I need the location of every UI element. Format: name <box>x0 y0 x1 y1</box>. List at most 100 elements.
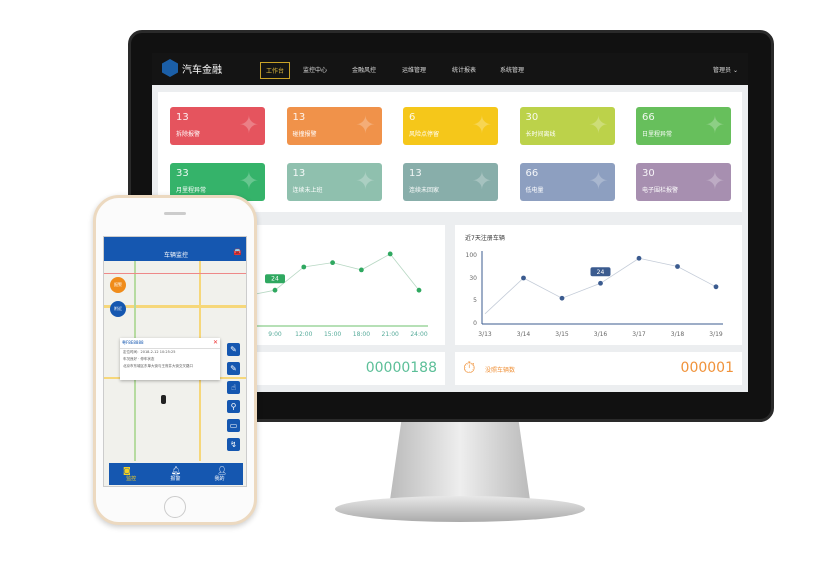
card-value: 66 <box>642 112 655 123</box>
hourly-line-chart: 9:00 12:00 15:00 18:00 21:00 24:00 24 <box>167 251 428 338</box>
x-tick-label: 3/17 <box>632 331 646 338</box>
tool-button[interactable]: ↯ <box>227 438 240 451</box>
alert-card[interactable]: 13 碰撞报警 ✦ <box>286 107 382 145</box>
monitor-base <box>335 496 585 522</box>
user-menu[interactable]: 管理员 ⌄ <box>713 67 738 74</box>
nav-risk[interactable]: 金融风控 <box>352 67 377 74</box>
x-tick-label: 3/13 <box>478 331 492 338</box>
card-value: 13 <box>292 168 306 179</box>
close-icon[interactable]: ✕ <box>212 339 218 346</box>
data-point <box>359 267 364 273</box>
tooltip-label: 24 <box>271 276 279 283</box>
x-tick-label: 3/18 <box>671 331 685 338</box>
vehicle-popup: 粤F8E8888 ✕ 定位时间：2018-2-12 10:25:25 车况良好 … <box>120 338 220 380</box>
data-point <box>598 280 603 286</box>
card-value: 13 <box>292 112 306 123</box>
tool-button[interactable]: ✎ <box>227 343 240 356</box>
card-label: 碰撞报警 <box>292 131 317 138</box>
car-icon[interactable]: 🚘 <box>233 248 242 256</box>
x-tick-label: 3/16 <box>594 331 608 338</box>
popup-line: 车况良好 · 停车状态 <box>123 357 155 361</box>
registered-line-chart: 0 5 30 100 3/13 3/14 3/15 3/16 3/17 3/18 3/19 24 <box>466 251 723 338</box>
data-point <box>559 295 565 301</box>
logo-icon <box>162 59 178 77</box>
stat-label: 没照车辆数 <box>485 367 516 374</box>
popup-line: 北京市东城区东单大街与王府井大街交叉路口 <box>123 364 193 368</box>
card-value: 13 <box>176 112 189 123</box>
popup-line: 定位时间：2018-2-12 10:25:25 <box>123 350 176 354</box>
x-tick-label: 15:00 <box>324 331 341 338</box>
card-value: 30 <box>525 112 539 123</box>
chart-title: 近7天注册车辆 <box>465 235 505 242</box>
float-nearby-button[interactable]: 附近 <box>110 301 126 317</box>
x-tick-label: 21:00 <box>382 331 399 338</box>
x-tick-label: 3/19 <box>709 331 723 338</box>
x-tick-label: 3/14 <box>517 331 531 338</box>
card-label: 月里程异常 <box>176 187 207 194</box>
alert-card[interactable]: 13 拆除报警 ✦ <box>170 107 265 145</box>
stopwatch-icon: ⏱ <box>463 358 476 377</box>
alert-card[interactable]: 6 风险点停留 ✦ <box>403 107 498 145</box>
car-crash-icon: ✦ <box>355 111 376 139</box>
alert-card[interactable]: 66 日里程异常 ✦ <box>636 107 731 145</box>
nav-system[interactable]: 系统管理 <box>500 67 525 74</box>
stat-value: 000001 <box>680 360 734 376</box>
data-point <box>675 264 680 269</box>
tab-alarm[interactable]: 报警 <box>170 476 181 482</box>
data-point <box>521 275 526 281</box>
card-value: 66 <box>525 168 539 179</box>
card-label: 电子围栏报警 <box>642 187 679 194</box>
user-icon: 👤︎ <box>217 466 228 475</box>
data-point <box>301 264 307 270</box>
location-icon[interactable]: ⚲ <box>227 400 240 413</box>
y-tick-label: 100 <box>466 252 478 259</box>
phone-title: 车辆监控 <box>163 252 188 259</box>
bell-icon: 🔔︎ <box>171 466 182 475</box>
x-tick-label: 24:00 <box>410 331 427 338</box>
data-point <box>330 260 335 266</box>
series-line <box>484 257 717 315</box>
map-rail <box>104 273 246 274</box>
link-icon: ✦ <box>588 111 609 139</box>
data-point <box>636 255 642 261</box>
nav-ops[interactable]: 运维管理 <box>402 67 427 74</box>
alert-card[interactable]: 13 连续未回家 ✦ <box>403 163 498 201</box>
alert-card[interactable]: 33 月里程异常 ✦ <box>170 163 265 201</box>
gauge-icon: ✦ <box>704 111 725 139</box>
card-label: 连续未上班 <box>292 187 323 194</box>
y-tick-label: 30 <box>469 275 477 282</box>
alert-card[interactable]: 66 低电量 ✦ <box>519 163 615 201</box>
nav-monitor[interactable]: 监控中心 <box>303 67 328 74</box>
map-road <box>104 305 246 308</box>
card-label: 日里程异常 <box>642 131 673 138</box>
home-icon: ✦ <box>471 167 492 195</box>
speedometer-icon: ✦ <box>238 167 259 195</box>
tab-monitor[interactable]: 监控 <box>126 476 137 482</box>
nav-reports[interactable]: 统计报表 <box>452 67 477 74</box>
vehicle-marker-icon[interactable] <box>161 395 166 404</box>
tab-mine[interactable]: 我的 <box>214 476 225 482</box>
x-tick-label: 3/15 <box>555 331 569 338</box>
card-label: 风险点停留 <box>409 131 440 138</box>
tool-button[interactable]: ☝ <box>227 381 240 394</box>
alert-card[interactable]: 13 连续未上班 ✦ <box>286 163 382 201</box>
tool-button[interactable]: ▭ <box>227 419 240 432</box>
card-label: 低电量 <box>525 187 544 194</box>
nav-workbench[interactable]: 工作台 <box>260 62 291 79</box>
camera-icon: ◙ <box>123 466 131 475</box>
tool-button[interactable]: ✎ <box>227 362 240 375</box>
card-label: 连续未回家 <box>409 187 440 194</box>
phone-tab-bar: ◙ 🔔︎ 👤︎ 监控 报警 我的 <box>109 463 243 485</box>
x-tick-label: 18:00 <box>353 331 370 338</box>
alert-card[interactable]: 30 电子围栏报警 ✦ <box>636 163 731 201</box>
float-alarm-button[interactable]: 报警 <box>110 277 126 293</box>
home-button[interactable] <box>164 496 186 518</box>
x-tick-label: 12:00 <box>295 331 312 338</box>
card-label: 拆除报警 <box>176 131 201 138</box>
alert-card[interactable]: 30 长时间离线 ✦ <box>519 107 615 145</box>
phone-header: 车辆监控 🚘 <box>104 237 246 261</box>
chevron-down-icon: ⌄ <box>732 67 738 74</box>
y-tick-label: 0 <box>473 320 477 327</box>
monitor-neck <box>390 422 530 500</box>
phone-speaker <box>164 212 186 215</box>
